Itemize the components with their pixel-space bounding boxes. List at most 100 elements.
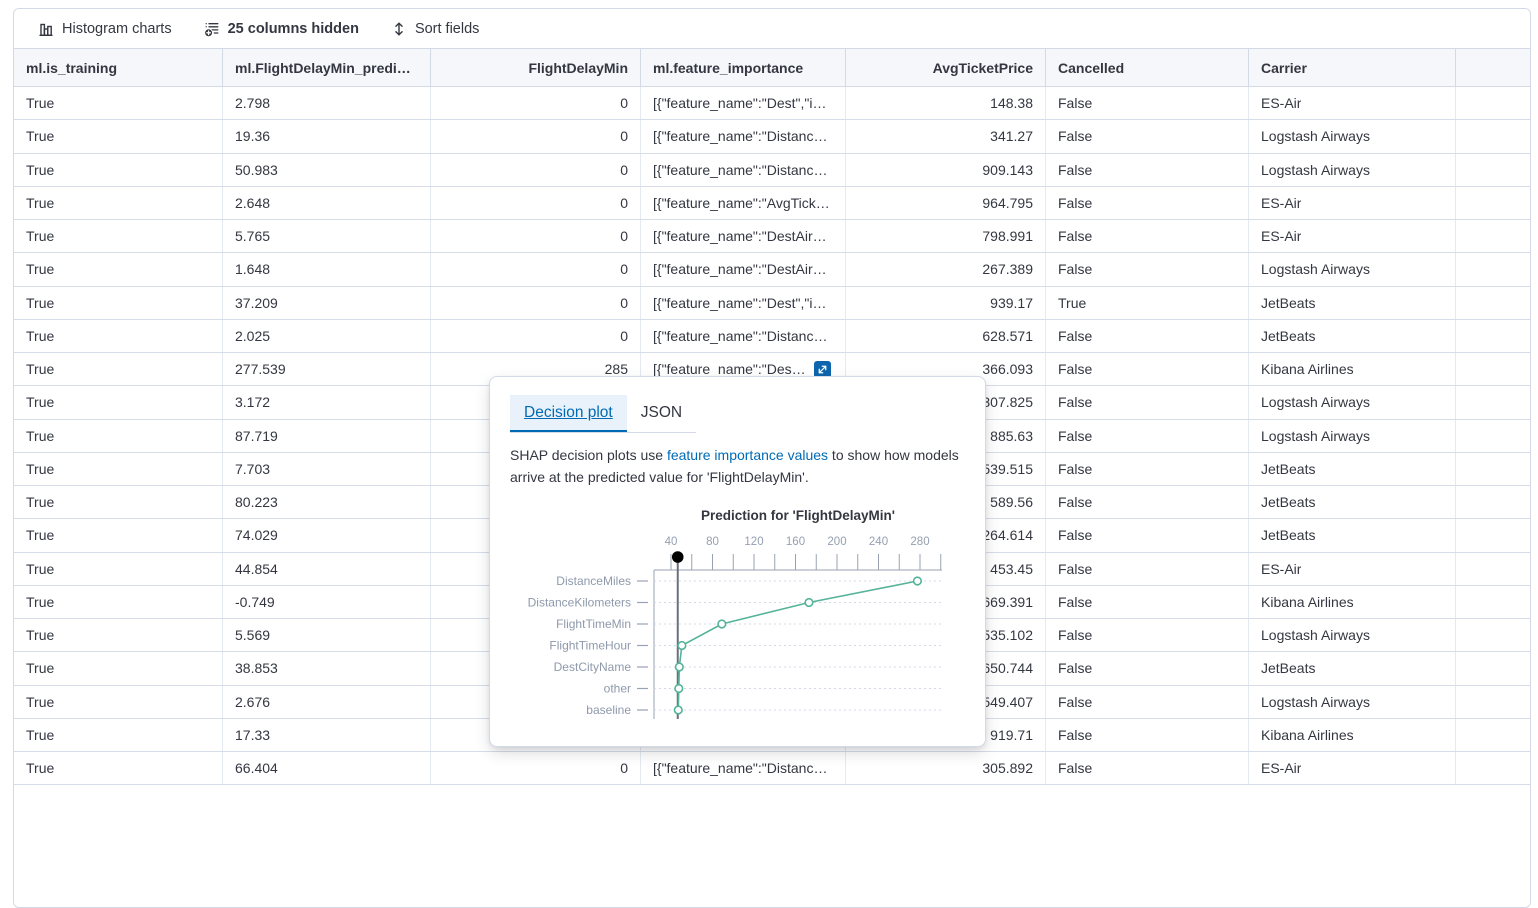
cell-prediction[interactable]: 3.172 bbox=[223, 386, 431, 419]
cell-prediction[interactable]: 277.539 bbox=[223, 353, 431, 386]
cell-flight-delay-min[interactable]: 0 bbox=[431, 186, 641, 219]
cell-cancelled[interactable]: True bbox=[1046, 286, 1249, 319]
cell-is-training[interactable]: True bbox=[14, 619, 223, 652]
cell-is-training[interactable]: True bbox=[14, 718, 223, 751]
cell-carrier[interactable]: Logstash Airways bbox=[1249, 120, 1456, 153]
cell-carrier[interactable]: JetBeats bbox=[1249, 452, 1456, 485]
cell-prediction[interactable]: 19.36 bbox=[223, 120, 431, 153]
cell-flight-delay-min[interactable]: 0 bbox=[431, 220, 641, 253]
cell-is-training[interactable]: True bbox=[14, 452, 223, 485]
cell-prediction[interactable]: 5.765 bbox=[223, 220, 431, 253]
cell-is-training[interactable]: True bbox=[14, 519, 223, 552]
cell-cancelled[interactable]: False bbox=[1046, 685, 1249, 718]
cell-carrier[interactable]: JetBeats bbox=[1249, 519, 1456, 552]
cell-cancelled[interactable]: False bbox=[1046, 752, 1249, 785]
cell-cancelled[interactable]: False bbox=[1046, 319, 1249, 352]
column-header-spacer[interactable] bbox=[1456, 49, 1530, 86]
tab-decision-plot[interactable]: Decision plot bbox=[510, 395, 627, 432]
cell-avg-ticket-price[interactable]: 549.407 bbox=[846, 685, 1046, 718]
cell-avg-ticket-price[interactable]: 341.27 bbox=[846, 120, 1046, 153]
cell-cancelled[interactable]: False bbox=[1046, 519, 1249, 552]
cell-is-training[interactable]: True bbox=[14, 120, 223, 153]
cell-cancelled[interactable]: False bbox=[1046, 552, 1249, 585]
cell-feature-importance[interactable]: [{"feature_name":"Des… bbox=[641, 353, 846, 386]
histogram-charts-button[interactable]: Histogram charts bbox=[30, 15, 180, 43]
cell-cancelled[interactable]: False bbox=[1046, 120, 1249, 153]
column-header-ml-is-training[interactable]: ml.is_training bbox=[14, 49, 223, 86]
cell-carrier[interactable]: Logstash Airways bbox=[1249, 419, 1456, 452]
column-header-flightdelaymin[interactable]: FlightDelayMin bbox=[431, 49, 641, 86]
tab-json[interactable]: JSON bbox=[640, 404, 683, 421]
cell-prediction[interactable]: 87.719 bbox=[223, 419, 431, 452]
sort-fields-button[interactable]: Sort fields bbox=[383, 15, 487, 43]
cell-feature-importance[interactable]: [{"feature_name":"Dest","i… bbox=[641, 286, 846, 319]
cell-cancelled[interactable]: False bbox=[1046, 652, 1249, 685]
column-header-cancelled[interactable]: Cancelled bbox=[1046, 49, 1249, 86]
cell-cancelled[interactable]: False bbox=[1046, 386, 1249, 419]
cell-carrier[interactable]: Logstash Airways bbox=[1249, 685, 1456, 718]
cell-cancelled[interactable]: False bbox=[1046, 452, 1249, 485]
cell-prediction[interactable]: 74.029 bbox=[223, 519, 431, 552]
cell-is-training[interactable]: True bbox=[14, 652, 223, 685]
cell-is-training[interactable]: True bbox=[14, 752, 223, 785]
cell-carrier[interactable]: Kibana Airlines bbox=[1249, 353, 1456, 386]
cell-is-training[interactable]: True bbox=[14, 585, 223, 618]
cell-feature-importance[interactable]: [{"feature_name":"DestAir… bbox=[641, 253, 846, 286]
cell-prediction[interactable]: -0.749 bbox=[223, 585, 431, 618]
cell-prediction[interactable]: 38.853 bbox=[223, 652, 431, 685]
cell-feature-importance[interactable]: [{"feature_name":"Distanc… bbox=[641, 153, 846, 186]
cell-feature-importance[interactable]: [{"feature_name":"Distanc… bbox=[641, 752, 846, 785]
cell-cancelled[interactable]: False bbox=[1046, 253, 1249, 286]
cell-avg-ticket-price[interactable]: 453.45 bbox=[846, 552, 1046, 585]
cell-avg-ticket-price[interactable]: 919.71 bbox=[846, 718, 1046, 751]
cell-prediction[interactable]: 44.854 bbox=[223, 552, 431, 585]
cell-avg-ticket-price[interactable]: 264.614 bbox=[846, 519, 1046, 552]
cell-cancelled[interactable]: False bbox=[1046, 619, 1249, 652]
column-header-ml-flightdelaymin-predi[interactable]: ml.FlightDelayMin_predi… bbox=[223, 49, 431, 86]
cell-avg-ticket-price[interactable]: 650.744 bbox=[846, 652, 1046, 685]
cell-avg-ticket-price[interactable]: 798.991 bbox=[846, 220, 1046, 253]
cell-flight-delay-min[interactable]: 285 bbox=[431, 353, 641, 386]
cell-avg-ticket-price[interactable]: 267.389 bbox=[846, 253, 1046, 286]
cell-is-training[interactable]: True bbox=[14, 87, 223, 120]
cell-prediction[interactable]: 1.648 bbox=[223, 253, 431, 286]
cell-cancelled[interactable]: False bbox=[1046, 186, 1249, 219]
column-header-ml-feature-importance[interactable]: ml.feature_importance bbox=[641, 49, 846, 86]
cell-avg-ticket-price[interactable]: 964.795 bbox=[846, 186, 1046, 219]
cell-carrier[interactable]: ES-Air bbox=[1249, 752, 1456, 785]
column-header-avgticketprice[interactable]: AvgTicketPrice bbox=[846, 49, 1046, 86]
feature-importance-values-link[interactable]: feature importance values bbox=[666, 447, 829, 463]
cell-is-training[interactable]: True bbox=[14, 486, 223, 519]
cell-flight-delay-min[interactable]: 0 bbox=[431, 87, 641, 120]
cell-carrier[interactable]: JetBeats bbox=[1249, 486, 1456, 519]
cell-carrier[interactable]: Kibana Airlines bbox=[1249, 718, 1456, 751]
cell-avg-ticket-price[interactable]: 909.143 bbox=[846, 153, 1046, 186]
cell-is-training[interactable]: True bbox=[14, 253, 223, 286]
cell-prediction[interactable]: 17.33 bbox=[223, 718, 431, 751]
cell-cancelled[interactable]: False bbox=[1046, 486, 1249, 519]
cell-avg-ticket-price[interactable]: 669.391 bbox=[846, 585, 1046, 618]
cell-flight-delay-min[interactable]: 0 bbox=[431, 319, 641, 352]
cell-prediction[interactable]: 37.209 bbox=[223, 286, 431, 319]
cell-carrier[interactable]: JetBeats bbox=[1249, 319, 1456, 352]
cell-is-training[interactable]: True bbox=[14, 186, 223, 219]
cell-flight-delay-min[interactable]: 0 bbox=[431, 120, 641, 153]
cell-carrier[interactable]: Logstash Airways bbox=[1249, 153, 1456, 186]
cell-cancelled[interactable]: False bbox=[1046, 419, 1249, 452]
cell-avg-ticket-price[interactable]: 885.63 bbox=[846, 419, 1046, 452]
cell-prediction[interactable]: 7.703 bbox=[223, 452, 431, 485]
cell-prediction[interactable]: 2.676 bbox=[223, 685, 431, 718]
cell-prediction[interactable]: 5.569 bbox=[223, 619, 431, 652]
cell-avg-ticket-price[interactable]: 307.825 bbox=[846, 386, 1046, 419]
cell-cancelled[interactable]: False bbox=[1046, 153, 1249, 186]
cell-avg-ticket-price[interactable]: 589.56 bbox=[846, 486, 1046, 519]
cell-is-training[interactable]: True bbox=[14, 685, 223, 718]
expand-cell-button[interactable] bbox=[813, 360, 831, 378]
cell-prediction[interactable]: 66.404 bbox=[223, 752, 431, 785]
cell-flight-delay-min[interactable]: 0 bbox=[431, 153, 641, 186]
cell-cancelled[interactable]: False bbox=[1046, 220, 1249, 253]
cell-feature-importance[interactable]: [{"feature_name":"AvgTick… bbox=[641, 186, 846, 219]
cell-cancelled[interactable]: False bbox=[1046, 718, 1249, 751]
cell-flight-delay-min[interactable]: 0 bbox=[431, 752, 641, 785]
cell-avg-ticket-price[interactable]: 148.38 bbox=[846, 87, 1046, 120]
